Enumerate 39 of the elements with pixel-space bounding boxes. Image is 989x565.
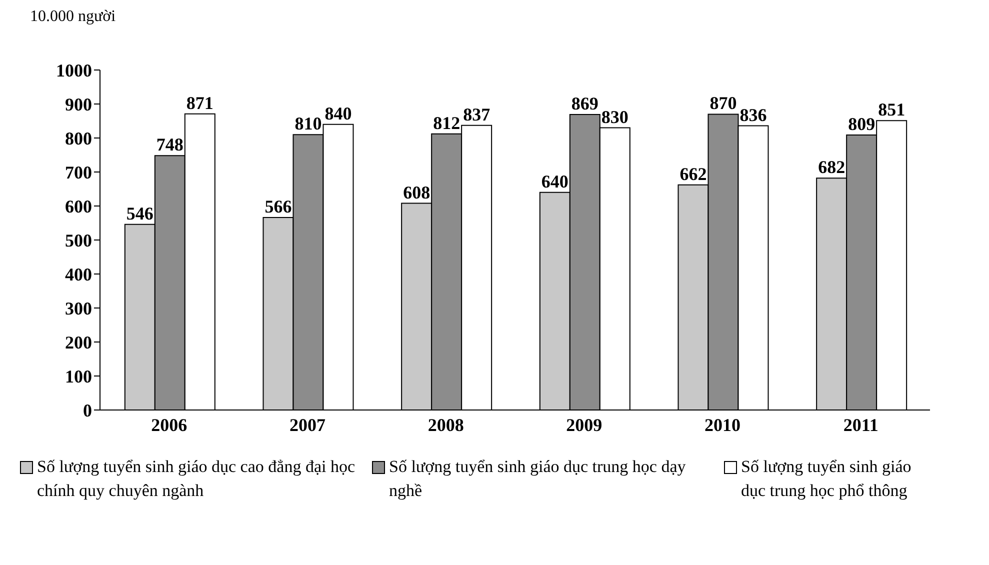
y-tick-label: 400: [65, 264, 92, 284]
y-tick-label: 900: [65, 94, 92, 114]
x-tick-label: 2006: [151, 414, 188, 435]
y-tick-label: 500: [65, 230, 92, 250]
x-tick-label: 2009: [566, 414, 602, 435]
legend-label: Số lượng tuyển sinh giáo dục trung học phổ thông: [741, 456, 912, 502]
data-label: 869: [571, 94, 598, 114]
data-label: 837: [463, 104, 490, 124]
data-label: 546: [126, 203, 154, 224]
data-label: 870: [710, 93, 737, 114]
y-tick-label: 100: [65, 366, 92, 386]
data-label: 830: [601, 106, 628, 127]
y-tick-label: 1000: [56, 60, 92, 80]
data-label: 836: [740, 104, 767, 125]
x-tick-label: 2011: [843, 414, 878, 435]
data-label: 840: [324, 103, 352, 124]
data-label: 810: [294, 114, 322, 134]
y-tick-label: 0: [83, 400, 92, 420]
y-tick-label: 300: [65, 298, 92, 318]
legend-label: Số lượng tuyển sinh giáo dục trung học dạy nghề: [389, 456, 687, 502]
data-label: 748: [156, 134, 184, 155]
data-label: 812: [433, 112, 460, 133]
data-label: 871: [186, 92, 214, 113]
x-tick-label: 2008: [428, 414, 464, 435]
data-label: 682: [818, 157, 846, 178]
y-tick-label: 700: [65, 162, 92, 182]
x-tick-label: 2007: [290, 414, 326, 435]
data-label: 566: [264, 196, 292, 217]
y-tick-label: 600: [65, 196, 92, 216]
x-tick-label: 2010: [704, 414, 740, 435]
data-label: 662: [680, 164, 707, 184]
y-axis-title: 10.000 người: [30, 8, 116, 26]
y-tick-label: 800: [65, 128, 92, 148]
data-label: 851: [878, 100, 906, 120]
data-label: 809: [848, 114, 876, 134]
legend-label: Số lượng tuyển sinh giáo dục cao đẳng đại học chính quy chuyên ngành: [37, 456, 356, 502]
y-tick-label: 200: [65, 332, 92, 352]
data-label: 608: [403, 182, 430, 202]
data-label: 640: [541, 171, 568, 192]
